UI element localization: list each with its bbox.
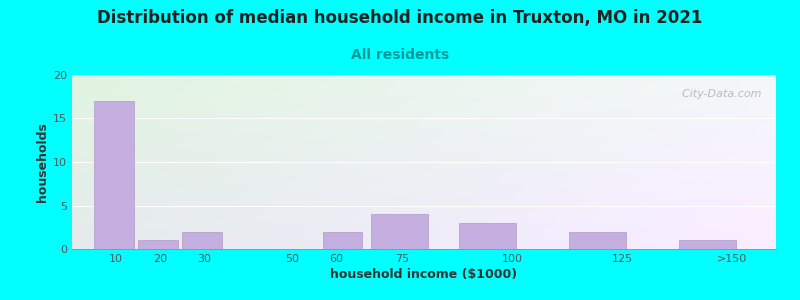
X-axis label: household income ($1000): household income ($1000) bbox=[330, 268, 518, 281]
Text: All residents: All residents bbox=[351, 48, 449, 62]
Y-axis label: households: households bbox=[36, 122, 49, 202]
Bar bbox=[94, 101, 134, 249]
Bar bbox=[679, 240, 737, 249]
Bar bbox=[570, 232, 626, 249]
Bar bbox=[182, 232, 222, 249]
Bar bbox=[138, 240, 178, 249]
Bar bbox=[371, 214, 429, 249]
Bar bbox=[459, 223, 517, 249]
Bar bbox=[323, 232, 362, 249]
Text: Distribution of median household income in Truxton, MO in 2021: Distribution of median household income … bbox=[98, 9, 702, 27]
Text: City-Data.com: City-Data.com bbox=[675, 89, 762, 99]
